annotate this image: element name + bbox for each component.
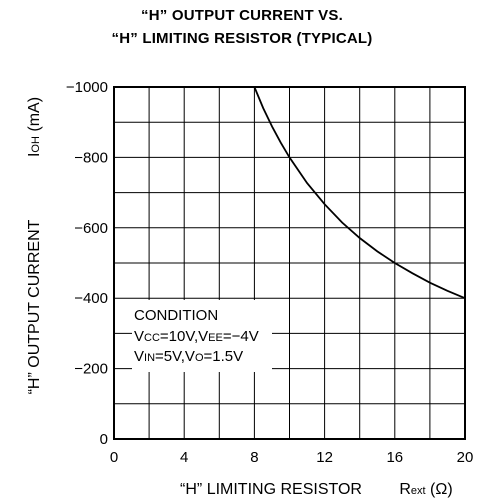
x-tick-label: 16 xyxy=(386,449,403,466)
data-point xyxy=(306,182,307,183)
data-point xyxy=(289,157,290,158)
data-point xyxy=(324,204,325,205)
x-tick-label: 4 xyxy=(180,449,188,466)
series-line xyxy=(253,86,466,300)
x-tick-label: 0 xyxy=(110,449,118,466)
x-tick-label: 12 xyxy=(316,449,333,466)
grid-lines xyxy=(114,87,465,439)
chart-title-line-1: “H” OUTPUT CURRENT VS. xyxy=(141,7,343,24)
y-axis-unit: IOH (mA) xyxy=(26,97,43,157)
data-point xyxy=(359,237,360,238)
data-point xyxy=(280,142,281,143)
tick-labels: 0 4 8 12 16 20 0 −200 −400 −600 −800 −1000 xyxy=(66,79,473,466)
y-tick-label: −200 xyxy=(74,361,108,378)
data-point xyxy=(263,108,264,109)
x-tick-label: 20 xyxy=(457,449,474,466)
condition-heading: CONDITION xyxy=(134,307,218,324)
y-tick-label: 0 xyxy=(100,431,108,448)
data-point xyxy=(342,222,343,223)
data-point xyxy=(377,251,378,252)
chart-title-line-2: “H” LIMITING RESISTOR (TYPICAL) xyxy=(111,30,373,47)
condition-annotation: CONDITION VCC=10V,VEE=−4V VIN=5V,VO=1.5V xyxy=(132,300,272,372)
x-tick-label: 8 xyxy=(250,449,258,466)
plot-frame xyxy=(113,86,466,440)
y-tick-label: −400 xyxy=(74,290,108,307)
condition-line-1: VCC=10V,VEE=−4V xyxy=(134,328,259,345)
y-tick-label: −1000 xyxy=(66,79,108,96)
data-point xyxy=(447,290,448,291)
condition-line-2: VIN=5V,VO=1.5V xyxy=(134,348,243,365)
y-axis-label: “H” OUTPUT CURRENT xyxy=(26,219,43,394)
data-point xyxy=(412,273,413,274)
y-tick-label: −600 xyxy=(74,220,108,237)
y-tick-label: −800 xyxy=(74,149,108,166)
data-point xyxy=(271,126,272,127)
x-axis-unit: Rext (Ω) xyxy=(399,481,452,498)
data-point xyxy=(429,282,430,283)
x-axis-label: “H” LIMITING RESISTOR xyxy=(180,481,362,498)
data-point xyxy=(394,262,395,263)
